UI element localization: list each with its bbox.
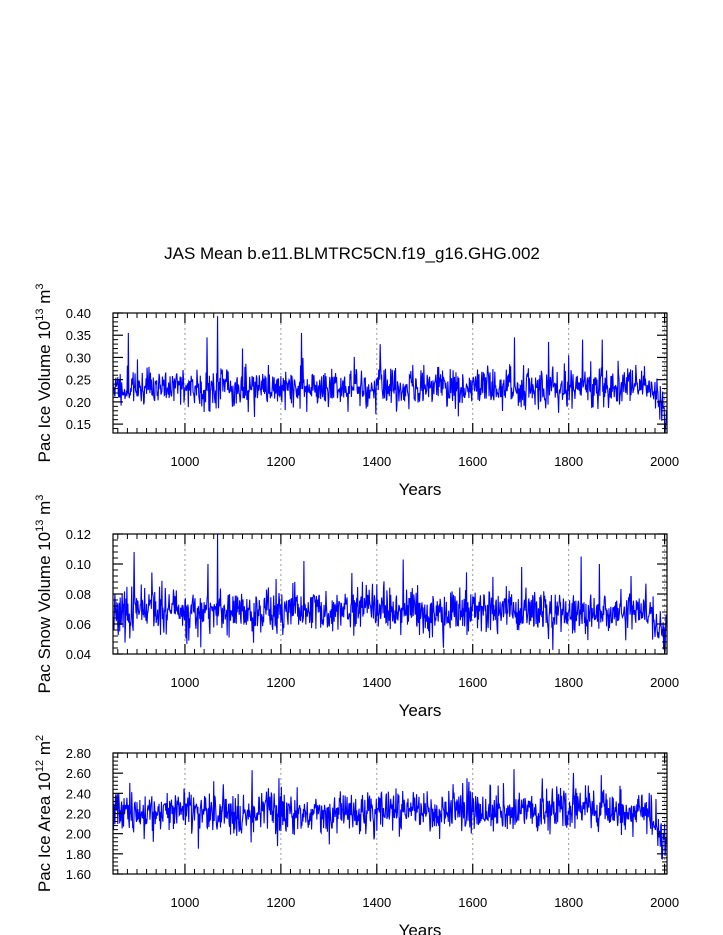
pac-snow-volume-series-line: [112, 533, 668, 653]
y-tick-label: 1.80: [66, 847, 91, 862]
x-tick-label: 1000: [170, 454, 199, 469]
y-axis-title: Pac Snow Volume 1013 m3: [34, 495, 54, 694]
x-tick-label: 2000: [650, 675, 679, 690]
x-tick-label: 1800: [554, 454, 583, 469]
x-axis-title: Years: [399, 701, 442, 720]
x-tick-label: 1000: [170, 895, 199, 910]
y-tick-label: 2.40: [66, 786, 91, 801]
y-tick-label: 2.80: [66, 746, 91, 761]
pac-ice-area-series-line: [112, 769, 668, 860]
x-tick-label: 1600: [458, 454, 487, 469]
x-tick-label: 1200: [266, 675, 295, 690]
y-tick-label: 1.60: [66, 867, 91, 882]
y-tick-label: 0.30: [66, 350, 91, 365]
plot-frame: [112, 312, 668, 434]
y-tick-label: 0.08: [66, 587, 91, 602]
y-axis-title: Pac Ice Area 1012 m2: [34, 735, 54, 892]
y-tick-label: 2.60: [66, 766, 91, 781]
x-axis-title: Years: [399, 921, 442, 935]
pac-snow-volume-panel: 1000 1200 1400 1600 1800 2000 0.04 0.06 0.08 0.10…: [34, 495, 679, 720]
x-tick-label: 1200: [266, 895, 295, 910]
pac-ice-volume-series-line: [112, 316, 668, 433]
y-tick-label: 0.06: [66, 617, 91, 632]
chart-title: JAS Mean b.e11.BLMTRC5CN.f19_g16.GHG.002: [164, 244, 540, 263]
x-tick-label: 1200: [266, 454, 295, 469]
y-tick-label: 0.20: [66, 395, 91, 410]
y-tick-label: 0.35: [66, 328, 91, 343]
x-tick-label: 1600: [458, 675, 487, 690]
x-tick-label: 1000: [170, 675, 199, 690]
x-tick-label: 1600: [458, 895, 487, 910]
x-tick-label: 2000: [650, 454, 679, 469]
pac-ice-area-panel: 1000 1200 1400 1600 1800 2000 1.60 1.80 2.00 2.20…: [34, 735, 679, 935]
y-tick-label: 0.04: [66, 647, 91, 662]
x-tick-label: 1400: [362, 454, 391, 469]
y-tick-label: 0.12: [66, 527, 91, 542]
y-tick-label: 0.40: [66, 306, 91, 321]
x-tick-label: 1800: [554, 895, 583, 910]
x-tick-label: 1400: [362, 895, 391, 910]
pac-ice-volume-panel: 1000 1200 1400 1600 1800 2000 0.15 0.20 0.25 0.30…: [34, 283, 679, 499]
x-tick-label: 2000: [650, 895, 679, 910]
y-axis-title: Pac Ice Volume 1013 m3: [34, 283, 54, 462]
y-tick-label: 0.25: [66, 373, 91, 388]
x-tick-label: 1400: [362, 675, 391, 690]
y-tick-label: 2.20: [66, 807, 91, 822]
y-tick-label: 0.15: [66, 417, 91, 432]
x-axis-title: Years: [399, 480, 442, 499]
y-tick-label: 2.00: [66, 827, 91, 842]
x-tick-label: 1800: [554, 675, 583, 690]
y-tick-label: 0.10: [66, 557, 91, 572]
